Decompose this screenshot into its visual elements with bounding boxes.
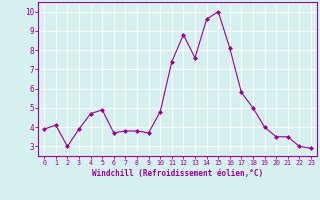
X-axis label: Windchill (Refroidissement éolien,°C): Windchill (Refroidissement éolien,°C) (92, 169, 263, 178)
